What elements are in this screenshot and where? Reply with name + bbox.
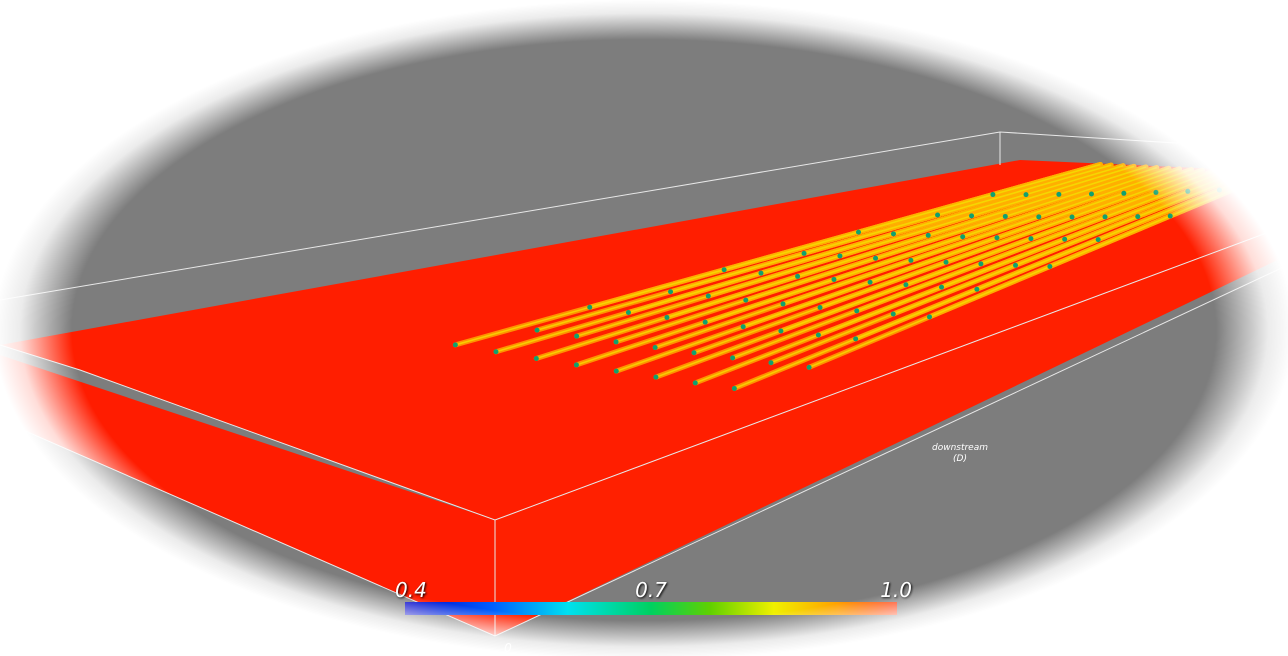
turbine xyxy=(743,298,748,303)
turbine xyxy=(1056,192,1061,197)
turbine xyxy=(614,339,619,344)
turbine xyxy=(668,289,673,294)
axis-tick-label: 0 xyxy=(504,641,512,655)
turbine xyxy=(1062,237,1067,242)
turbine xyxy=(974,287,979,292)
colorbar-tick-label: 1.0 xyxy=(880,578,912,602)
turbine xyxy=(1036,214,1041,219)
turbine xyxy=(807,365,812,370)
scene: downstream (D) 0 0.4 0.7 1.0 xyxy=(0,0,1288,656)
turbine xyxy=(853,336,858,341)
turbine xyxy=(816,333,821,338)
turbine xyxy=(1217,187,1222,192)
turbine xyxy=(781,301,786,306)
turbine xyxy=(1047,264,1052,269)
turbine xyxy=(574,362,579,367)
turbine xyxy=(935,213,940,218)
colorbar-tick-label: 0.4 xyxy=(395,578,427,602)
turbine xyxy=(891,231,896,236)
turbine xyxy=(706,294,711,299)
turbine xyxy=(692,350,697,355)
turbine xyxy=(587,305,592,310)
viewer: downstream (D) 0 0.4 0.7 1.0 xyxy=(0,0,1288,656)
turbine xyxy=(778,328,783,333)
turbine xyxy=(732,386,737,391)
turbine xyxy=(741,324,746,329)
turbine xyxy=(614,369,619,374)
turbine xyxy=(856,230,861,235)
turbine xyxy=(693,380,698,385)
turbine xyxy=(1028,236,1033,241)
turbine xyxy=(818,305,823,310)
turbine xyxy=(730,355,735,360)
turbine xyxy=(703,320,708,325)
turbine xyxy=(795,274,800,279)
turbine xyxy=(1103,214,1108,219)
colorbar-tick-label: 0.7 xyxy=(635,578,667,602)
turbine xyxy=(939,285,944,290)
turbine xyxy=(1024,192,1029,197)
turbine xyxy=(854,308,859,313)
turbine xyxy=(758,271,763,276)
turbine xyxy=(653,375,658,380)
turbine xyxy=(1121,191,1126,196)
turbine xyxy=(1135,214,1140,219)
turbine xyxy=(802,251,807,256)
turbine xyxy=(960,234,965,239)
turbine xyxy=(626,310,631,315)
turbine xyxy=(534,356,539,361)
turbine xyxy=(994,235,999,240)
axis-label: downstream xyxy=(932,443,988,453)
turbine xyxy=(722,267,727,272)
turbine xyxy=(837,253,842,258)
turbine xyxy=(944,260,949,265)
turbine xyxy=(990,192,995,197)
turbine xyxy=(1070,214,1075,219)
turbine xyxy=(873,256,878,261)
turbine xyxy=(891,312,896,317)
turbine xyxy=(908,258,913,263)
turbine xyxy=(653,345,658,350)
turbine xyxy=(1089,191,1094,196)
turbine xyxy=(1153,190,1158,195)
turbine xyxy=(831,277,836,282)
turbine xyxy=(969,213,974,218)
turbine xyxy=(1185,189,1190,194)
axis-unit: (D) xyxy=(953,454,967,464)
turbine xyxy=(453,342,458,347)
turbine xyxy=(1003,214,1008,219)
colorbar xyxy=(405,602,897,615)
turbine xyxy=(574,334,579,339)
turbine xyxy=(768,360,773,365)
turbine xyxy=(868,280,873,285)
turbine xyxy=(1168,214,1173,219)
turbine xyxy=(926,233,931,238)
turbine xyxy=(903,282,908,287)
turbine xyxy=(1013,263,1018,268)
turbine xyxy=(927,314,932,319)
turbine xyxy=(1096,237,1101,242)
turbine xyxy=(493,349,498,354)
turbine xyxy=(664,315,669,320)
turbine xyxy=(978,261,983,266)
turbine xyxy=(535,328,540,333)
